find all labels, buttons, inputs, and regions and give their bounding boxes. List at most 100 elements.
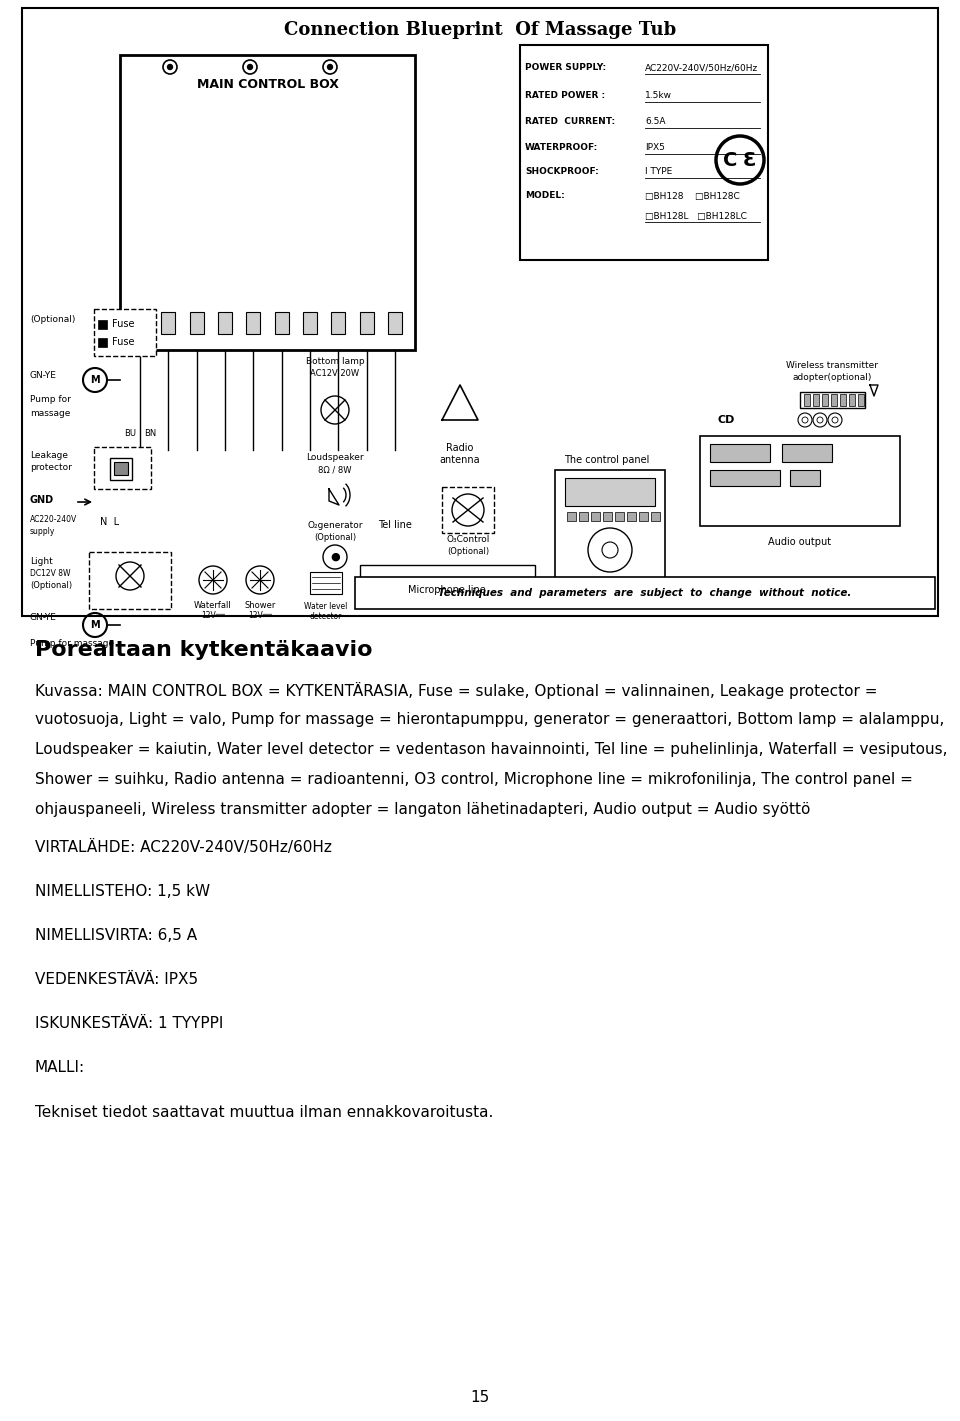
FancyBboxPatch shape bbox=[94, 448, 151, 489]
Bar bbox=[804, 394, 810, 406]
Bar bbox=[303, 313, 317, 334]
Circle shape bbox=[167, 64, 173, 70]
Bar bbox=[813, 394, 819, 406]
Text: Water level: Water level bbox=[304, 603, 348, 611]
Text: detector: detector bbox=[310, 612, 342, 621]
Text: supply: supply bbox=[30, 527, 56, 537]
Bar bbox=[110, 458, 132, 480]
Bar bbox=[133, 313, 147, 334]
Bar bbox=[831, 394, 837, 406]
Text: VIRTALÄHDE: AC220V-240V/50Hz/60Hz: VIRTALÄHDE: AC220V-240V/50Hz/60Hz bbox=[35, 840, 332, 855]
Bar bbox=[710, 443, 770, 462]
Bar bbox=[275, 313, 289, 334]
Text: O₃Control: O₃Control bbox=[446, 536, 490, 544]
Text: Pump for: Pump for bbox=[30, 395, 71, 405]
Text: The control panel: The control panel bbox=[564, 455, 650, 465]
Text: AC12V 20W: AC12V 20W bbox=[310, 369, 360, 378]
Text: (Optional): (Optional) bbox=[30, 315, 76, 324]
Text: antenna: antenna bbox=[440, 455, 480, 465]
Bar bbox=[218, 313, 232, 334]
Bar bbox=[603, 512, 612, 522]
Text: Light: Light bbox=[30, 557, 53, 567]
Bar bbox=[22, 9, 938, 615]
Bar bbox=[567, 512, 576, 522]
Text: Waterfall: Waterfall bbox=[194, 601, 232, 610]
Text: DC12V 8W: DC12V 8W bbox=[30, 570, 70, 578]
Text: Microphone line: Microphone line bbox=[408, 585, 486, 595]
Text: Ɛ: Ɛ bbox=[743, 151, 756, 169]
Bar bbox=[627, 512, 636, 522]
Text: SHOCKPROOF:: SHOCKPROOF: bbox=[525, 168, 599, 176]
Text: protector: protector bbox=[30, 463, 72, 473]
Text: 12V══: 12V══ bbox=[248, 611, 272, 620]
Text: □BH128L   □BH128LC: □BH128L □BH128LC bbox=[645, 212, 747, 220]
Text: 1.5kw: 1.5kw bbox=[645, 91, 672, 101]
Text: BU: BU bbox=[124, 429, 136, 439]
Text: RATED  CURRENT:: RATED CURRENT: bbox=[525, 118, 615, 126]
Text: massage: massage bbox=[30, 409, 70, 419]
Text: Audio output: Audio output bbox=[768, 537, 831, 547]
Text: Connection Blueprint  Of Massage Tub: Connection Blueprint Of Massage Tub bbox=[284, 21, 676, 38]
Text: (Optional): (Optional) bbox=[314, 533, 356, 541]
Text: GN-YE: GN-YE bbox=[30, 371, 57, 379]
FancyBboxPatch shape bbox=[442, 487, 494, 533]
Bar bbox=[388, 313, 402, 334]
Bar bbox=[579, 512, 588, 522]
Text: MAIN CONTROL BOX: MAIN CONTROL BOX bbox=[197, 78, 339, 91]
Text: Techniques  and  parameters  are  subject  to  change  without  notice.: Techniques and parameters are subject to… bbox=[439, 588, 852, 598]
Text: BN: BN bbox=[144, 429, 156, 439]
Bar bbox=[790, 470, 820, 486]
Text: (Optional): (Optional) bbox=[30, 581, 72, 591]
Bar bbox=[161, 313, 176, 334]
Text: ohjauspaneeli, Wireless transmitter adopter = langaton lähetinadapteri, Audio ou: ohjauspaneeli, Wireless transmitter adop… bbox=[35, 801, 810, 817]
Bar bbox=[355, 577, 935, 610]
Bar bbox=[651, 512, 660, 522]
FancyBboxPatch shape bbox=[94, 308, 156, 357]
Bar bbox=[840, 394, 846, 406]
Text: ●: ● bbox=[330, 551, 340, 561]
Bar bbox=[710, 470, 780, 486]
Bar bbox=[639, 512, 648, 522]
Text: Tekniset tiedot saattavat muuttua ilman ennakkovaroitusta.: Tekniset tiedot saattavat muuttua ilman … bbox=[35, 1106, 493, 1120]
Text: ISKUNKESTÄVÄ: 1 TYYPPI: ISKUNKESTÄVÄ: 1 TYYPPI bbox=[35, 1016, 224, 1032]
Bar bbox=[190, 313, 204, 334]
Text: POWER SUPPLY:: POWER SUPPLY: bbox=[525, 64, 606, 72]
Text: Bottom lamp: Bottom lamp bbox=[305, 358, 364, 367]
Bar bbox=[555, 470, 665, 600]
Bar bbox=[782, 443, 832, 462]
Text: Leakage: Leakage bbox=[30, 452, 68, 460]
Text: WATERPROOF:: WATERPROOF: bbox=[525, 144, 598, 152]
Text: Pump for massage: Pump for massage bbox=[30, 639, 114, 648]
Text: NIMELLISVIRTA: 6,5 A: NIMELLISVIRTA: 6,5 A bbox=[35, 928, 197, 944]
Bar bbox=[247, 313, 260, 334]
Text: Tel line: Tel line bbox=[378, 520, 412, 530]
Bar bbox=[849, 394, 855, 406]
Bar bbox=[331, 313, 346, 334]
Bar bbox=[98, 338, 107, 347]
Text: IPX5: IPX5 bbox=[645, 144, 665, 152]
Text: Porealtaan kytkentäkaavio: Porealtaan kytkentäkaavio bbox=[35, 639, 372, 659]
Text: MODEL:: MODEL: bbox=[525, 192, 564, 200]
Bar bbox=[591, 512, 600, 522]
Bar bbox=[310, 573, 342, 594]
Text: Loudspeaker = kaiutin, Water level detector = vedentason havainnointi, Tel line : Loudspeaker = kaiutin, Water level detec… bbox=[35, 742, 948, 757]
Text: Fuse: Fuse bbox=[112, 318, 134, 330]
Bar bbox=[700, 436, 900, 526]
Text: O₂generator: O₂generator bbox=[307, 520, 363, 530]
Text: 6.5A: 6.5A bbox=[645, 118, 665, 126]
Text: AC220-240V: AC220-240V bbox=[30, 516, 77, 524]
Text: N  L: N L bbox=[100, 517, 119, 527]
Bar bbox=[520, 45, 768, 260]
Text: vuotosuoja, Light = valo, Pump for massage = hierontapumppu, generator = generaa: vuotosuoja, Light = valo, Pump for massa… bbox=[35, 712, 945, 728]
Text: M: M bbox=[90, 375, 100, 385]
Text: 15: 15 bbox=[470, 1391, 490, 1405]
Text: Shower = suihku, Radio antenna = radioantenni, O3 control, Microphone line = mik: Shower = suihku, Radio antenna = radioan… bbox=[35, 772, 913, 787]
Text: 8Ω / 8W: 8Ω / 8W bbox=[319, 466, 351, 475]
Text: □BH128    □BH128C: □BH128 □BH128C bbox=[645, 192, 740, 200]
Bar bbox=[615, 512, 624, 522]
Text: NIMELLISTEHO: 1,5 kW: NIMELLISTEHO: 1,5 kW bbox=[35, 884, 210, 899]
Circle shape bbox=[248, 64, 252, 70]
FancyBboxPatch shape bbox=[89, 551, 171, 610]
Text: MALLI:: MALLI: bbox=[35, 1060, 85, 1076]
Text: CD: CD bbox=[718, 415, 735, 425]
